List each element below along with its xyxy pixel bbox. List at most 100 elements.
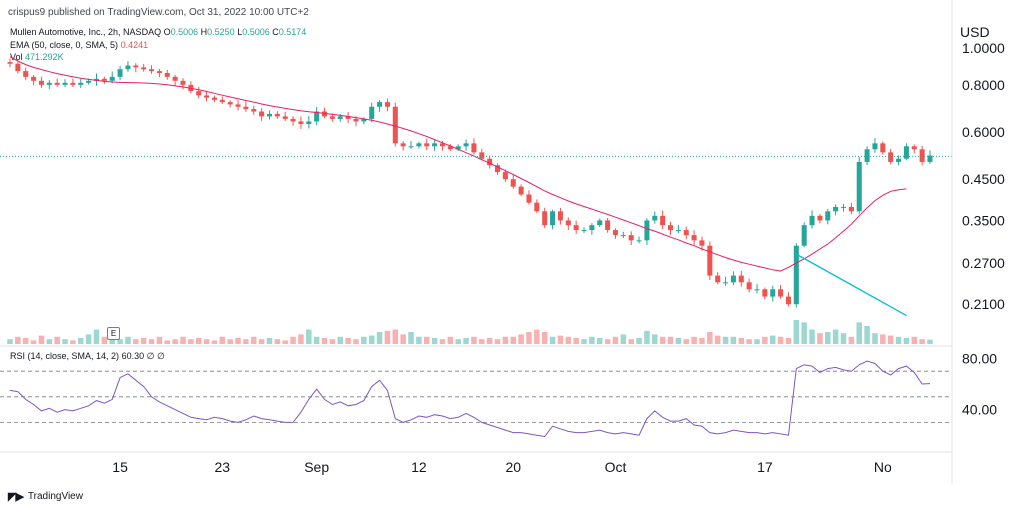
candle-body [691,235,697,241]
volume-bar [895,336,902,344]
candle-body [699,240,705,246]
price-tick-label: 0.2700 [962,255,1005,271]
candle-body [400,143,406,147]
volume-bar [699,338,705,344]
rsi-legend[interactable]: RSI (14, close, SMA, 14, 2) 60.30 ∅ ∅ [10,351,165,362]
volume-bar [447,336,454,344]
ema-line [9,56,907,272]
candle-body [93,78,100,81]
volume-bar [636,338,642,344]
candle-body [251,109,257,112]
ohlc-low-value: 0.5006 [242,27,270,37]
footer-brand[interactable]: ◤▶ TradingView [8,490,83,503]
price-tick-label: 0.8000 [962,77,1005,93]
volume-bar [85,334,92,344]
ema-value: 0.4241 [120,40,149,50]
volume-bar [70,340,76,344]
trendline[interactable] [796,253,907,317]
volume-bar [54,336,60,344]
candle-body [377,102,383,107]
candle-body [896,158,902,162]
candle-body [101,78,107,81]
earnings-badge[interactable]: E [107,327,120,340]
ohlc-close-value: 0.5174 [278,27,307,37]
candle-body [848,206,854,212]
volume-bar [93,329,100,344]
volume-bar [793,320,800,344]
symbol-title[interactable]: Mullen Automotive, Inc., 2h, NASDAQ [10,27,162,37]
candle-body [196,91,202,96]
candle-body [919,149,925,162]
volume-bar [880,334,886,344]
volume-bar [762,336,768,344]
candle-body [660,215,666,226]
volume-bar [384,330,391,344]
volume-bar [840,333,847,344]
volume-bar [172,339,178,344]
volume-bar [15,336,21,344]
volume-bar [408,332,414,344]
candle-body [723,282,729,284]
candle-body [667,225,674,231]
candle-body [730,275,736,283]
volume-bar [911,336,918,344]
volume-bar [211,340,218,344]
candle-body [384,102,390,107]
volume-bar [329,339,336,344]
volume-bar [557,335,564,344]
volume-bar [282,340,288,344]
candle-body [864,149,870,162]
currency-label[interactable]: USD [960,24,990,40]
volume-bar [541,332,548,344]
price-tick-label: 1.0000 [962,40,1005,56]
volume-legend[interactable]: Vol 471.292K [10,52,64,62]
candle-body [392,106,398,144]
volume-bar [156,336,163,344]
volume-bar [596,338,603,344]
candle-body [903,146,909,159]
volume-bar [195,338,202,344]
candle-body [180,80,186,85]
volume-bar [707,332,713,344]
volume-bar [164,340,171,344]
volume-bar [534,329,540,344]
volume-bar [431,338,438,344]
ema-legend[interactable]: EMA (50, close, 0, SMA, 5) 0.4241 [10,40,148,50]
price-tick-label: 0.4500 [962,171,1005,187]
volume-bar [494,339,501,344]
candle-body [636,240,642,242]
time-tick-label: 17 [757,459,773,475]
volume-bar [738,338,745,344]
volume-bar [140,338,147,344]
time-tick-label: 12 [411,459,427,475]
candle-body [628,235,634,241]
candle-body [259,111,265,117]
candle-body [432,143,438,147]
candle-body [518,186,524,195]
candle-body [707,245,713,276]
candle-body [565,220,571,226]
volume-bar [581,339,587,344]
candle-body [211,97,217,100]
volume-bar [188,339,194,344]
candle-body [345,116,351,119]
candle-body [534,202,540,212]
candle-body [455,146,461,150]
candle-body [62,82,68,85]
volume-bar [400,334,406,344]
candle-body [314,111,320,122]
volume-bar [313,336,320,344]
volume-bar [864,326,870,344]
volume-bar [667,336,674,344]
volume-bar [258,339,265,344]
candle-body [471,143,477,153]
volume-bar [722,336,729,344]
volume-bar [251,336,257,344]
ohlc-open-label: O [163,27,171,37]
candle-body [526,194,532,203]
candle-body [793,245,799,305]
volume-bar [628,339,634,344]
candle-body [149,69,155,72]
volume-bar [7,339,13,344]
